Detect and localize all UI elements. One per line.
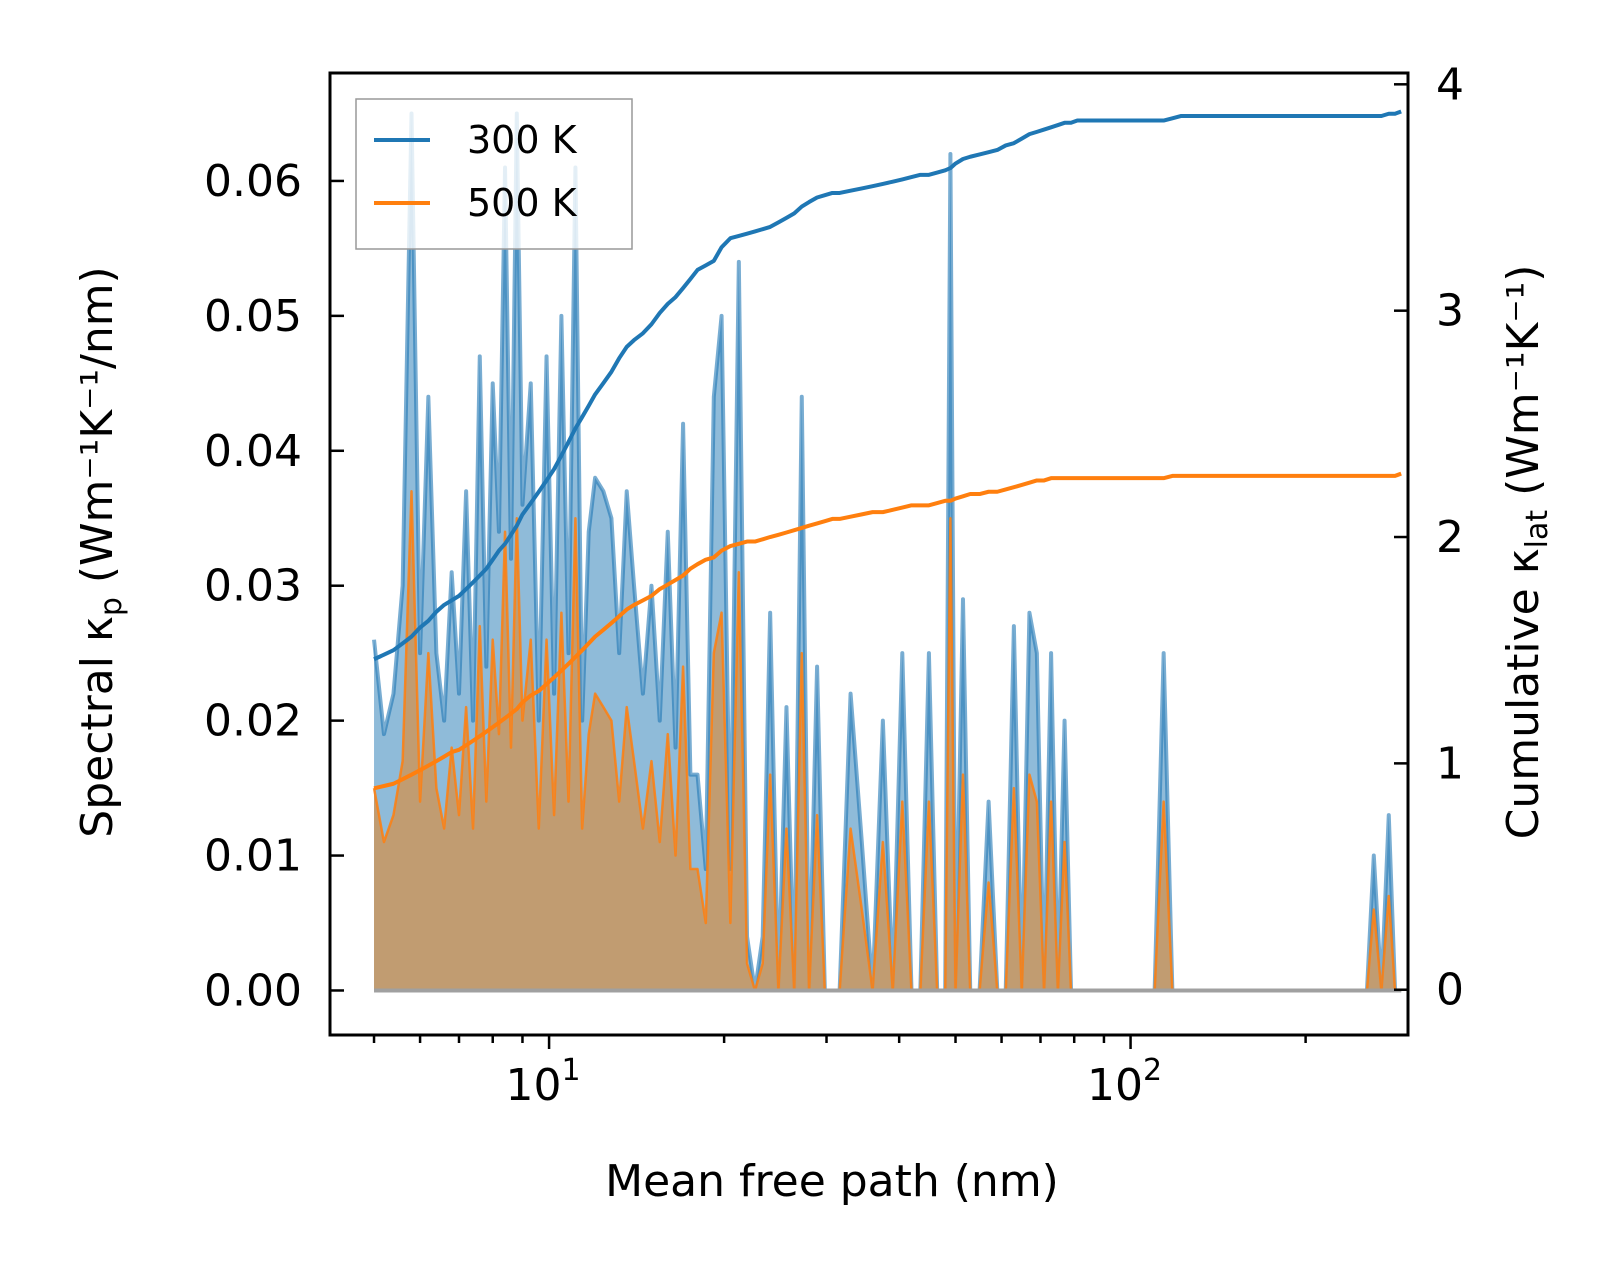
y-left-tick-label: 0.00 — [204, 965, 302, 1016]
x-tick-label: 102 — [1087, 1053, 1162, 1111]
y-left-tick-label: 0.05 — [204, 291, 302, 342]
legend-label-300k: 300 K — [467, 118, 578, 162]
spectral-area-500k — [374, 491, 1402, 991]
axes-frame — [328, 71, 1410, 1037]
x-tick-label-exp: 2 — [1143, 1053, 1162, 1088]
y-left-label-sub: p — [94, 597, 129, 616]
legend: 300 K 500 K — [355, 98, 633, 250]
axis-ticks — [330, 83, 1408, 1049]
y-left-label-unit: (Wm⁻¹K⁻¹/nm) — [72, 266, 123, 597]
x-axis-label: Mean free path (nm) — [605, 1156, 1059, 1207]
y-right-tick-label: 1 — [1436, 738, 1464, 789]
y-right-label-sub: lat — [1520, 510, 1555, 549]
x-tick-label-exp: 1 — [562, 1053, 581, 1088]
y-left-tick-label: 0.02 — [204, 696, 302, 747]
y-left-tick-label: 0.06 — [204, 156, 302, 207]
y-left-label-base: Spectral κ — [72, 616, 123, 838]
legend-label-500k: 500 K — [467, 181, 578, 225]
cumulative-line-300k — [373, 109, 1402, 662]
series-lines — [373, 109, 1402, 791]
y-left-axis-label: Spectral κp (Wm⁻¹K⁻¹/nm) — [72, 266, 129, 837]
plot-area — [328, 71, 1410, 1049]
y-right-tick-label: 4 — [1436, 59, 1464, 110]
y-left-tick-label: 0.04 — [204, 426, 302, 477]
x-tick-label-base: 10 — [506, 1060, 562, 1111]
x-tick-label-base: 10 — [1087, 1060, 1143, 1111]
x-tick-labels: 101 102 — [506, 1053, 1163, 1111]
y-right-tick-label: 3 — [1436, 286, 1464, 337]
y-right-tick-labels: 0 1 2 3 4 — [1436, 59, 1464, 1015]
y-right-axis-label: Cumulative κlat (Wm⁻¹K⁻¹) — [1498, 265, 1555, 840]
y-left-tick-labels: 0.00 0.01 0.02 0.03 0.04 0.05 0.06 — [204, 156, 302, 1017]
y-left-tick-label: 0.03 — [204, 561, 302, 612]
y-left-tick-label: 0.01 — [204, 831, 302, 882]
y-right-label-unit: (Wm⁻¹K⁻¹) — [1498, 265, 1549, 510]
y-right-tick-label: 2 — [1436, 512, 1464, 563]
y-right-tick-label: 0 — [1436, 965, 1464, 1016]
cumulative-line-500k — [373, 471, 1402, 791]
legend-box — [355, 98, 633, 250]
x-tick-label: 101 — [506, 1053, 581, 1111]
y-right-label-base: Cumulative κ — [1498, 548, 1549, 839]
